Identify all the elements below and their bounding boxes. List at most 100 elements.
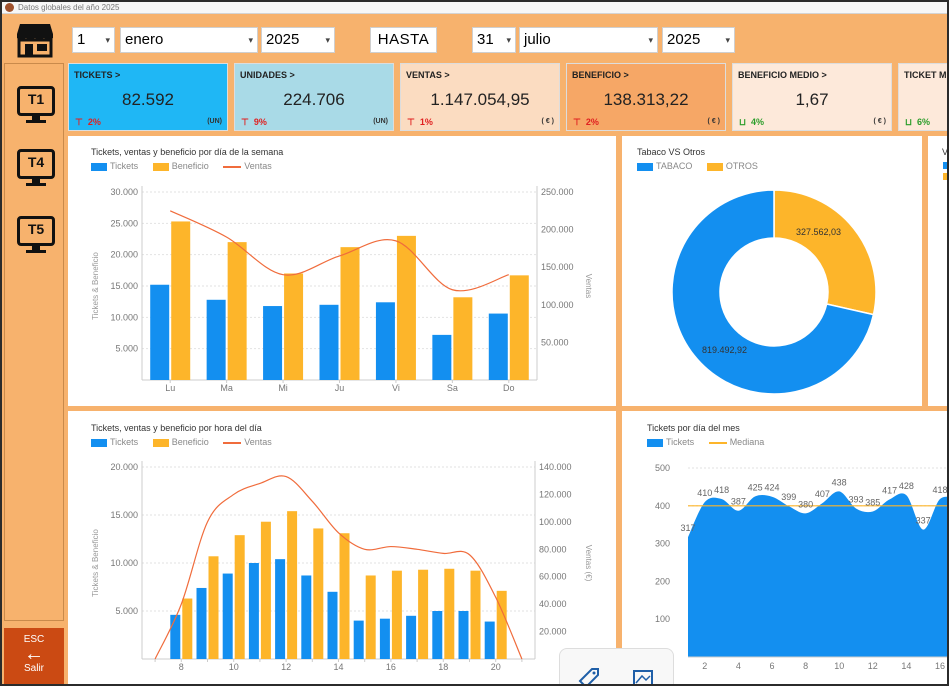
x-tick-label: 18 — [438, 662, 448, 672]
terminal-sidebar: T1 T4 T5 — [4, 63, 64, 621]
to-month-select[interactable]: julio ▾ — [519, 27, 658, 53]
magic-tag-icon[interactable] — [578, 668, 599, 686]
bar-beneficio — [287, 511, 298, 659]
title-bar: Datos globales del año 2025 — [2, 2, 947, 14]
ventas-line — [154, 475, 523, 660]
kpi-card[interactable]: TICKETS >82.592 ⊤ 2% (UN) — [68, 63, 228, 131]
bar-tickets — [248, 563, 259, 659]
bar-beneficio — [496, 590, 507, 659]
kpi-change: 2% — [585, 117, 599, 127]
point-value-label: 337 — [916, 516, 931, 526]
point-value-label: 393 — [848, 494, 863, 504]
exit-button[interactable]: ESC ← Salir — [4, 628, 64, 684]
point-value-label: 407 — [815, 489, 830, 499]
kpi-card[interactable]: BENEFICIO MEDIO > 1,67 ⊔ 4% ( € ) — [732, 63, 892, 131]
kpi-change: 2% — [87, 117, 101, 127]
x-tick-label: 10 — [229, 662, 239, 672]
y-tick-label: 400 — [655, 501, 670, 511]
monitor-icon — [17, 86, 55, 116]
to-year-select[interactable]: 2025 ▾ — [662, 27, 735, 53]
y2-tick-label: 100.000 — [541, 300, 574, 310]
point-value-label: 399 — [781, 492, 796, 502]
legend-tickets: Tickets — [666, 437, 695, 447]
bar-beneficio — [453, 297, 473, 380]
x-tick-label: Mi — [278, 383, 288, 393]
terminal-t4-button[interactable]: T4 — [17, 149, 55, 187]
bar-beneficio — [182, 598, 193, 659]
kpi-title: TICKETS > — [74, 70, 121, 80]
exit-label: Salir — [23, 663, 44, 674]
bar-beneficio — [284, 273, 304, 380]
trend-up-icon: ⊔ 4% — [739, 117, 765, 127]
x-tick-label: 6 — [769, 661, 774, 671]
y-tick-label: 15.000 — [110, 510, 138, 520]
y2-tick-label: 140.000 — [539, 462, 572, 472]
bar-beneficio — [444, 568, 455, 659]
x-tick-label: 4 — [736, 661, 741, 671]
slice-tabaco — [671, 189, 875, 395]
kpi-change: 9% — [253, 117, 267, 127]
point-value-label: 380 — [798, 499, 813, 509]
point-value-label: 438 — [832, 477, 847, 487]
legend-tabaco: TABACO — [656, 161, 693, 171]
bar-tickets — [206, 299, 226, 380]
point-value-label: 417 — [882, 485, 897, 495]
bar-tickets — [458, 611, 469, 659]
kpi-card[interactable]: BENEFICIO > 138.313,22 ⊤ 2% ( € ) — [566, 63, 726, 131]
bar-beneficio — [227, 242, 247, 380]
bar-tickets — [327, 591, 338, 659]
y-tick-label: 15.000 — [110, 281, 138, 291]
kpi-unit: (UN) — [373, 118, 388, 125]
kpi-value: 224.706 — [283, 90, 345, 109]
x-tick-label: 12 — [281, 662, 291, 672]
kpi-unit: ( € ) — [707, 118, 720, 125]
chevron-down-icon: ▾ — [325, 35, 330, 45]
bar-tickets — [196, 587, 207, 659]
to-day-select[interactable]: 31 ▾ — [472, 27, 516, 53]
y-tick-label: 5.000 — [115, 344, 138, 354]
bar-tickets — [301, 575, 312, 659]
y-tick-label: 500 — [655, 463, 670, 473]
legend-beneficio: Beneficio — [171, 161, 209, 171]
window-title: Datos globales del año 2025 — [18, 3, 120, 12]
terminal-t1-button[interactable]: T1 — [17, 86, 55, 124]
x-tick-label: 14 — [333, 662, 343, 672]
y2-axis-label: Ventas — [584, 274, 593, 298]
bar-beneficio — [418, 569, 429, 659]
y2-tick-label: 20.000 — [539, 627, 567, 637]
y-tick-label: 5.000 — [115, 606, 138, 616]
y-tick-label: 100 — [655, 614, 670, 624]
point-value-label: 418 — [714, 485, 729, 495]
kpi-card[interactable]: TICKET MEDIO > ⊔ 6% — [898, 63, 947, 131]
bar-beneficio — [339, 533, 350, 659]
from-year-select[interactable]: 2025 ▾ — [261, 27, 335, 53]
kpi-value: 1,67 — [795, 90, 829, 109]
legend-mediana: Mediana — [729, 437, 765, 447]
bar-tickets — [432, 611, 443, 659]
from-day-select[interactable]: 1 ▾ — [72, 27, 115, 53]
ventas-line — [169, 210, 509, 292]
bar-tickets — [275, 559, 286, 659]
kpi-card[interactable]: VENTAS > 1.147.054,95 ⊤ 1% ( € ) — [400, 63, 560, 131]
bar-tickets — [263, 306, 283, 380]
trend-down-icon: ⊤ 2% — [75, 117, 101, 127]
trend-down-icon: ⊤ 2% — [573, 117, 599, 127]
from-month-select[interactable]: enero ▾ — [120, 27, 258, 53]
y-axis-label: Tickets & Beneficio — [91, 529, 100, 597]
kpi-value: 138.313,22 — [603, 90, 689, 109]
bar-tickets — [432, 334, 452, 380]
terminal-t5-button[interactable]: T5 — [17, 216, 55, 254]
x-tick-label: 16 — [935, 661, 945, 671]
photo-gallery-icon[interactable] — [633, 670, 653, 685]
x-tick-label: 20 — [491, 662, 501, 672]
legend-swatch — [943, 173, 947, 180]
kpi-card[interactable]: UNIDADES > 224.706 ⊤ 9% (UN) — [234, 63, 394, 131]
store-icon[interactable] — [16, 22, 54, 58]
bar-beneficio — [391, 570, 402, 659]
y2-tick-label: 200.000 — [541, 225, 574, 235]
y-tick-label: 10.000 — [110, 558, 138, 568]
kpi-unit: ( € ) — [541, 118, 554, 125]
exit-key: ESC — [23, 634, 45, 645]
y-tick-label: 20.000 — [110, 462, 138, 472]
